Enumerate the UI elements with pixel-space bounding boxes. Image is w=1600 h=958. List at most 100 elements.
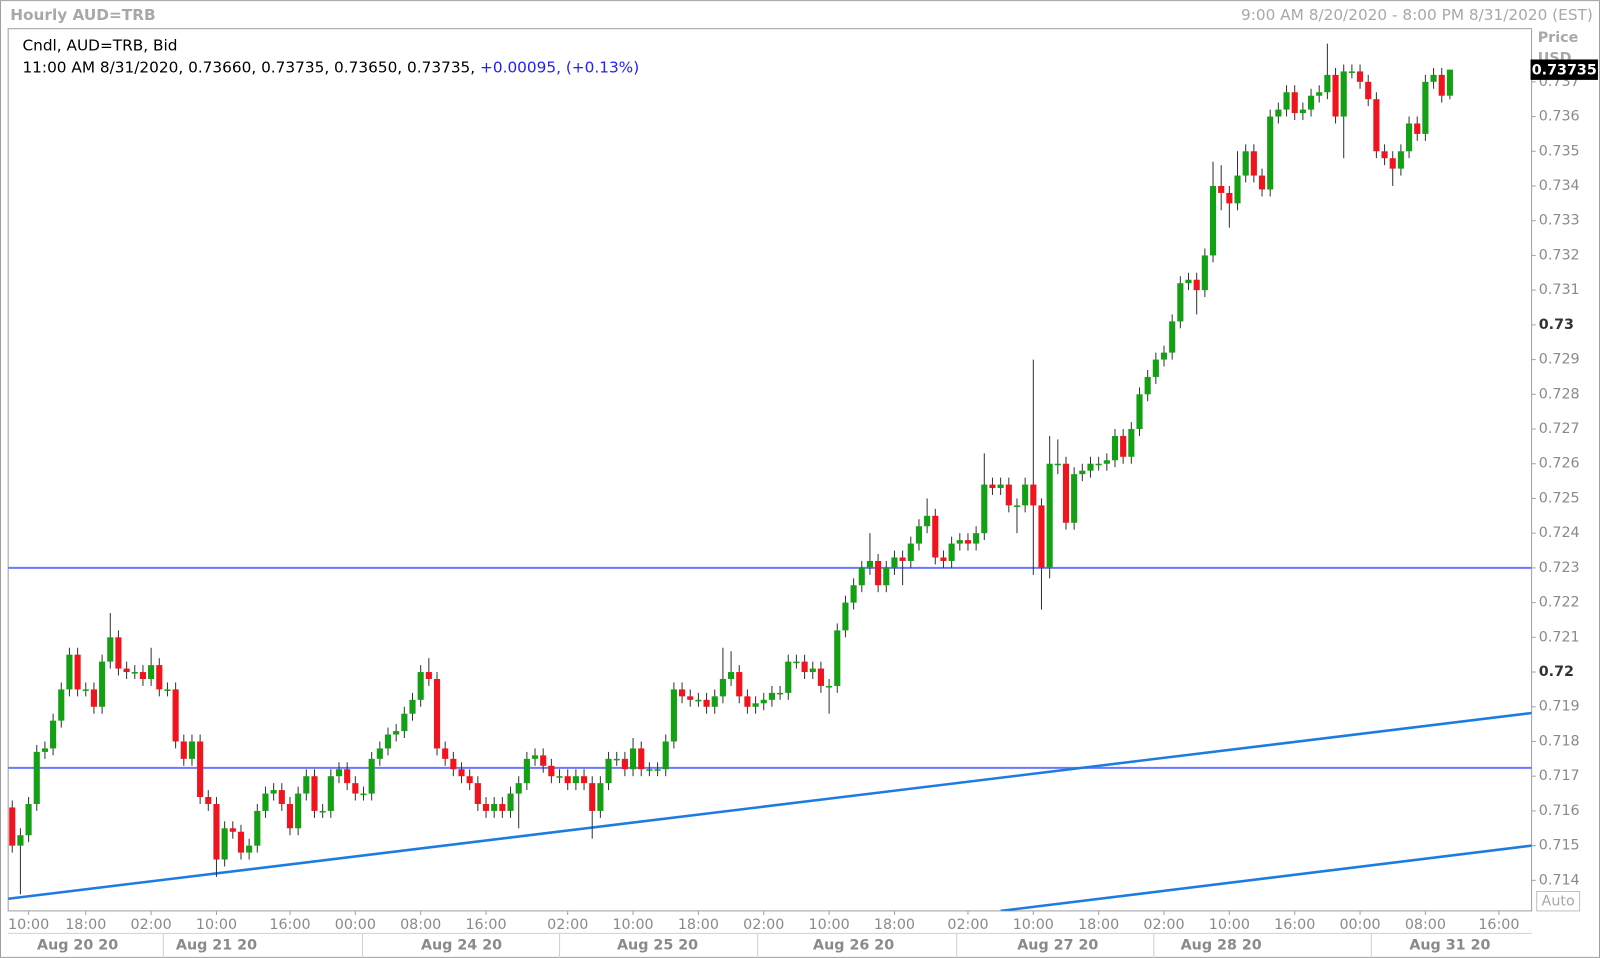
x-tick-label: 00:00 xyxy=(1339,917,1380,933)
y-tick-label: 0.718 xyxy=(1539,733,1580,749)
candle-body xyxy=(629,748,637,770)
candle-body xyxy=(335,769,343,777)
candle-body xyxy=(131,672,138,674)
candle-body xyxy=(246,845,253,853)
candle-body xyxy=(1242,151,1249,176)
y-tick-label: 0.714 xyxy=(1539,872,1580,888)
candle-body xyxy=(1365,81,1372,100)
x-tick-label: 18:00 xyxy=(1078,917,1119,933)
candle-body xyxy=(1169,321,1176,353)
x-tick-label: 10:00 xyxy=(1013,917,1054,933)
x-date-label: Aug 28 20 xyxy=(1181,938,1262,954)
candle-body xyxy=(736,672,743,697)
candle-body xyxy=(50,720,57,749)
candle-body xyxy=(1152,359,1159,377)
candle-body xyxy=(515,783,522,794)
auto-button[interactable] xyxy=(1536,890,1581,912)
y-tick-label: 0.729 xyxy=(1539,352,1580,368)
candle-body xyxy=(164,689,171,691)
legend-info: 11:00 AM 8/31/2020, 0.73660, 0.73735, 0.… xyxy=(22,58,639,76)
candle-body xyxy=(834,630,841,686)
candle-body xyxy=(777,692,784,695)
candle-body xyxy=(393,731,400,735)
candle-body xyxy=(548,765,555,777)
candle-body xyxy=(793,661,800,664)
candle-body xyxy=(1430,74,1437,82)
candle-body xyxy=(213,803,220,860)
x-tick-label: 10:00 xyxy=(612,917,653,933)
candle-body xyxy=(401,713,408,732)
y-tick-label: 0.716 xyxy=(1539,803,1580,819)
candle-body xyxy=(1414,123,1421,134)
candle-body xyxy=(711,696,718,707)
candle-body xyxy=(148,665,155,679)
candle-body xyxy=(384,734,392,749)
candle-body xyxy=(866,560,874,568)
y-tick-label: 0.728 xyxy=(1539,386,1580,402)
candle-body xyxy=(66,654,73,690)
candle-body xyxy=(915,526,923,544)
y-tick-label: 0.719 xyxy=(1539,699,1580,715)
candle-body xyxy=(1381,151,1388,159)
auto-button-label[interactable]: Auto xyxy=(1542,894,1575,910)
candle-body xyxy=(344,769,351,784)
candle-body xyxy=(956,540,963,544)
candle-body xyxy=(1324,74,1331,93)
candle-body xyxy=(1348,71,1355,73)
x-tick-label: 18:00 xyxy=(65,917,106,933)
candle-body xyxy=(973,533,980,544)
candle-body xyxy=(450,758,457,770)
candle-body xyxy=(679,689,686,697)
chart-subtitle: 9:00 AM 8/20/2020 - 8:00 PM 8/31/2020 (E… xyxy=(1241,6,1593,24)
candle-body xyxy=(507,793,514,811)
candle-body xyxy=(540,755,547,766)
candle-body xyxy=(1389,158,1396,169)
x-tick-label: 08:00 xyxy=(1405,917,1446,933)
candle-body xyxy=(1332,74,1339,117)
y-tick-label: 0.736 xyxy=(1539,109,1580,125)
candle-body xyxy=(523,758,530,784)
candle-body xyxy=(1356,71,1364,82)
candle-body xyxy=(1267,116,1274,190)
candle-body xyxy=(499,803,506,811)
candle-body xyxy=(1316,92,1323,96)
candle-body xyxy=(442,748,449,759)
x-date-label: Aug 27 20 xyxy=(1017,938,1098,954)
candle-body xyxy=(662,741,669,770)
candle-body xyxy=(172,689,179,742)
candle-body xyxy=(1234,175,1241,204)
candle-body xyxy=(1226,192,1233,204)
y-tick-label: 0.715 xyxy=(1539,838,1580,854)
candle-body xyxy=(850,585,857,603)
candle-body xyxy=(703,699,710,707)
candle-body xyxy=(589,783,596,811)
legend-change: +0.00095, (+0.13%) xyxy=(480,58,639,76)
candle-body xyxy=(646,769,653,771)
y-tick-label: 0.735 xyxy=(1539,143,1580,159)
candle-body xyxy=(474,783,481,804)
x-tick-label: 02:00 xyxy=(947,917,988,933)
y-tick-label: 0.733 xyxy=(1539,213,1580,229)
x-tick-label: 16:00 xyxy=(269,917,310,933)
candle-body xyxy=(948,543,955,561)
candle-body xyxy=(1087,463,1094,471)
candle-body xyxy=(924,515,931,527)
candle-body xyxy=(1144,376,1151,395)
candle-body xyxy=(1111,435,1119,461)
x-tick-label: 16:00 xyxy=(1274,917,1315,933)
candle-body xyxy=(1250,151,1257,176)
candle-body xyxy=(90,689,98,707)
candle-body xyxy=(687,696,694,700)
candle-body xyxy=(1062,463,1070,523)
candle-body xyxy=(221,828,228,860)
candle-body xyxy=(197,741,204,798)
candle-body xyxy=(237,831,245,853)
candle-body xyxy=(458,769,465,777)
candle-body xyxy=(1095,463,1102,466)
candle-body xyxy=(654,769,661,771)
candle-body xyxy=(564,776,571,784)
candle-body xyxy=(303,776,310,794)
candle-body xyxy=(368,758,375,794)
y-tick-label: 0.723 xyxy=(1539,560,1580,576)
x-tick-label: 10:00 xyxy=(8,917,49,933)
